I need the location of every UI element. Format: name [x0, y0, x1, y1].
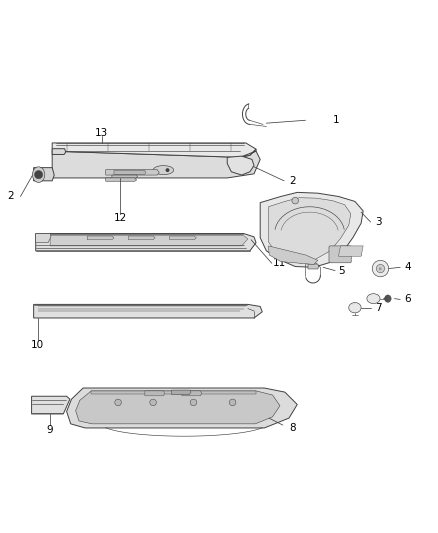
Polygon shape: [339, 246, 363, 256]
Polygon shape: [87, 236, 114, 240]
Text: 12: 12: [113, 213, 127, 223]
Circle shape: [237, 161, 247, 171]
Polygon shape: [308, 264, 319, 269]
Polygon shape: [112, 175, 138, 178]
Text: 11: 11: [272, 258, 286, 268]
Polygon shape: [91, 391, 256, 394]
Polygon shape: [106, 178, 137, 181]
Polygon shape: [76, 391, 280, 424]
Polygon shape: [268, 198, 351, 263]
Text: 10: 10: [31, 340, 44, 350]
Circle shape: [35, 171, 43, 179]
Polygon shape: [172, 390, 191, 394]
Ellipse shape: [367, 294, 380, 304]
Text: 6: 6: [404, 294, 411, 304]
Polygon shape: [52, 149, 66, 155]
Circle shape: [190, 399, 197, 406]
Polygon shape: [170, 236, 196, 240]
Polygon shape: [227, 156, 254, 175]
Ellipse shape: [32, 167, 45, 182]
Ellipse shape: [153, 166, 174, 175]
Circle shape: [372, 260, 389, 277]
Polygon shape: [32, 396, 70, 414]
Circle shape: [292, 197, 298, 204]
Text: 3: 3: [375, 217, 382, 227]
Circle shape: [376, 264, 385, 273]
Polygon shape: [34, 168, 54, 181]
Text: 13: 13: [95, 128, 108, 138]
Polygon shape: [34, 304, 262, 318]
Polygon shape: [240, 149, 256, 157]
Polygon shape: [145, 391, 165, 396]
Polygon shape: [114, 171, 146, 174]
Text: 9: 9: [47, 425, 53, 434]
Polygon shape: [106, 169, 159, 175]
Text: 7: 7: [375, 303, 382, 313]
Polygon shape: [36, 233, 51, 243]
Polygon shape: [260, 192, 363, 268]
Circle shape: [150, 399, 156, 406]
Ellipse shape: [349, 303, 361, 313]
Text: 8: 8: [289, 423, 296, 433]
Polygon shape: [50, 236, 248, 246]
Text: 4: 4: [404, 262, 411, 272]
Circle shape: [166, 169, 169, 171]
Text: 2: 2: [8, 191, 14, 201]
Ellipse shape: [385, 295, 391, 302]
Text: 1: 1: [333, 115, 340, 125]
Polygon shape: [182, 391, 202, 396]
Text: 5: 5: [339, 265, 345, 276]
Polygon shape: [67, 388, 297, 428]
Text: 2: 2: [289, 176, 296, 186]
Circle shape: [115, 399, 121, 406]
Polygon shape: [36, 233, 256, 251]
Circle shape: [230, 399, 236, 406]
Polygon shape: [52, 143, 256, 157]
Polygon shape: [268, 246, 318, 264]
FancyBboxPatch shape: [329, 246, 351, 263]
Polygon shape: [128, 236, 155, 240]
Polygon shape: [52, 151, 260, 178]
